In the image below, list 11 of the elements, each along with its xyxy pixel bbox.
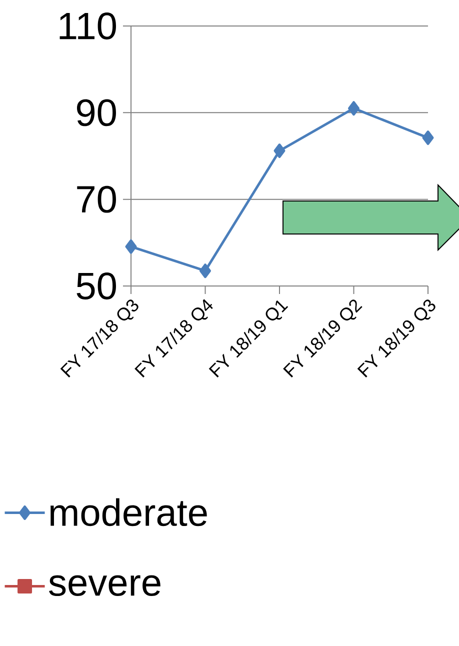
point (274, 144, 286, 158)
y-tick-label: 90 (76, 99, 116, 126)
y-tick-label: 70 (77, 186, 116, 213)
y-tick-label: 50 (76, 272, 116, 300)
legend-label: severe (49, 575, 160, 596)
y-tick-label: 110 (60, 12, 116, 40)
legend-label: moderate (50, 498, 207, 526)
point (422, 130, 434, 146)
point (200, 264, 211, 278)
point (348, 101, 360, 116)
point (125, 239, 137, 254)
